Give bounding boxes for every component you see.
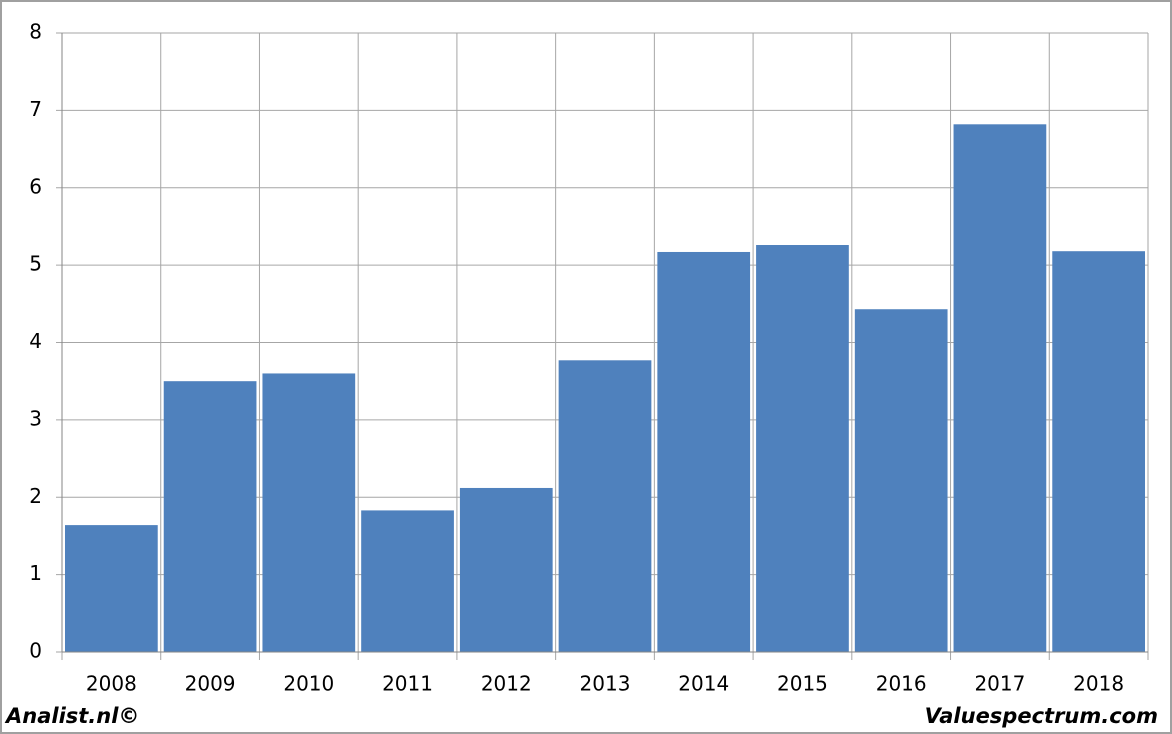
y-tick-label: 1 xyxy=(29,561,42,585)
bar xyxy=(854,309,948,652)
y-tick-label: 5 xyxy=(29,252,42,276)
bar xyxy=(953,124,1047,653)
x-tick-label: 2017 xyxy=(974,672,1025,696)
bar xyxy=(1052,251,1145,652)
x-tick-label: 2013 xyxy=(580,672,631,696)
x-tick-label: 2015 xyxy=(777,672,828,696)
footer-left: Analist.nl© xyxy=(4,704,139,728)
x-tick-label: 2011 xyxy=(382,672,433,696)
y-tick-label: 3 xyxy=(29,406,42,430)
y-tick-label: 7 xyxy=(29,97,42,121)
bar xyxy=(163,381,257,652)
bar xyxy=(65,525,158,652)
y-tick-label: 2 xyxy=(29,484,42,508)
bar xyxy=(459,487,553,652)
x-tick-label: 2009 xyxy=(185,672,236,696)
y-tick-label: 8 xyxy=(29,20,42,44)
x-tick-label: 2008 xyxy=(86,672,137,696)
y-tick-label: 4 xyxy=(29,329,42,353)
y-tick-label: 0 xyxy=(29,639,42,663)
x-tick-label: 2016 xyxy=(876,672,927,696)
bar xyxy=(262,373,356,652)
x-tick-label: 2014 xyxy=(678,672,729,696)
y-tick-label: 6 xyxy=(29,174,42,198)
footer-right: Valuespectrum.com xyxy=(925,704,1158,728)
bar xyxy=(361,510,454,652)
x-tick-label: 2012 xyxy=(481,672,532,696)
bar xyxy=(756,245,849,652)
bar xyxy=(558,360,652,652)
bar xyxy=(657,251,751,652)
x-tick-label: 2018 xyxy=(1073,672,1124,696)
x-tick-label: 2010 xyxy=(283,672,334,696)
